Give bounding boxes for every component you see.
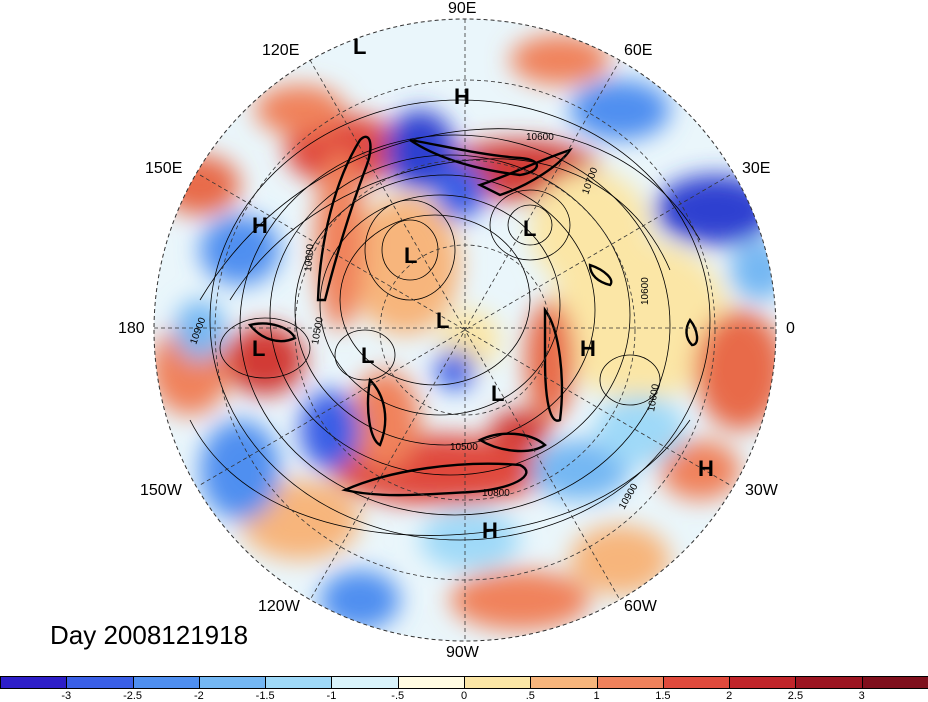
contour-label: 10500 bbox=[450, 442, 478, 453]
lon-label-0: 0 bbox=[786, 320, 795, 337]
lon-label-30w: 30W bbox=[745, 482, 778, 499]
colorbar-tick-label: 2.5 bbox=[787, 690, 804, 702]
low-marker: L bbox=[361, 343, 375, 368]
low-marker: L bbox=[404, 243, 418, 268]
low-marker: L bbox=[252, 336, 266, 361]
graticule bbox=[154, 19, 776, 641]
contour-label: 10800 bbox=[482, 488, 510, 499]
colorbar bbox=[0, 676, 928, 689]
colorbar-swatch bbox=[331, 677, 398, 688]
colorbar-tick-label: 0 bbox=[460, 690, 468, 702]
lon-label-150e: 150E bbox=[145, 160, 183, 177]
lon-label-150w: 150W bbox=[140, 482, 182, 499]
colorbar-tick-label: -1.5 bbox=[255, 690, 275, 702]
colorbar-swatch bbox=[662, 677, 730, 688]
map-boundary bbox=[153, 18, 777, 642]
contour-label: 10600 bbox=[526, 132, 554, 143]
colorbar-tick-label: -.5 bbox=[391, 690, 405, 702]
low-marker: L bbox=[436, 308, 450, 333]
lon-label-60e: 60E bbox=[624, 42, 653, 59]
lon-label-30e: 30E bbox=[742, 160, 771, 177]
colorbar-swatch bbox=[132, 677, 199, 688]
colorbar-swatch bbox=[861, 677, 928, 688]
high-marker: H bbox=[698, 456, 714, 481]
lon-label-90w: 90W bbox=[446, 644, 479, 661]
contour-label: 10600 bbox=[640, 277, 651, 305]
colorbar-tick-label: 1 bbox=[593, 690, 600, 702]
colorbar-swatch bbox=[463, 677, 531, 688]
low-marker: L bbox=[491, 381, 505, 406]
colorbar-tick-label: -2 bbox=[193, 690, 204, 702]
colorbar-tick-label: .5 bbox=[525, 690, 535, 702]
colorbar-swatch bbox=[530, 677, 597, 688]
colorbar-tick-label: -3 bbox=[61, 690, 72, 702]
lon-label-120w: 120W bbox=[258, 598, 300, 615]
lon-label-120e: 120E bbox=[262, 42, 300, 59]
colorbar-tick-label: 2 bbox=[726, 690, 733, 702]
date-title: Day 2008121918 bbox=[50, 620, 249, 650]
colorbar-tick-label: 3 bbox=[858, 690, 865, 702]
colorbar-swatch bbox=[0, 677, 67, 688]
colorbar-tick-label: 1.5 bbox=[655, 690, 671, 702]
high-marker: H bbox=[580, 336, 596, 361]
high-marker: H bbox=[252, 213, 268, 238]
contour-label: 10600 bbox=[646, 383, 662, 413]
colorbar-swatch bbox=[795, 677, 862, 688]
colorbar-swatch bbox=[729, 677, 796, 688]
low-marker: L bbox=[353, 34, 367, 59]
lon-label-60w: 60W bbox=[624, 598, 657, 615]
colorbar-swatch bbox=[198, 677, 266, 688]
polar-map: 10900 10500 10700 10600 10600 10600 1090… bbox=[153, 18, 777, 642]
colorbar-swatch bbox=[596, 677, 663, 688]
height-contours bbox=[189, 99, 711, 541]
contour-label: 10500 bbox=[310, 316, 326, 346]
colorbar-tick-label: -2.5 bbox=[123, 690, 143, 702]
colorbar-tick-label: -1 bbox=[326, 690, 337, 702]
high-marker: H bbox=[454, 84, 470, 109]
high-marker: H bbox=[482, 518, 498, 543]
colorbar-swatch bbox=[265, 677, 332, 688]
contour-label: 10600 bbox=[303, 243, 316, 272]
low-marker: L bbox=[523, 216, 537, 241]
colorbar-swatch bbox=[397, 677, 464, 688]
lon-label-180: 180 bbox=[118, 320, 145, 337]
lon-label-90e: 90E bbox=[448, 0, 477, 17]
colorbar-swatch bbox=[66, 677, 133, 688]
